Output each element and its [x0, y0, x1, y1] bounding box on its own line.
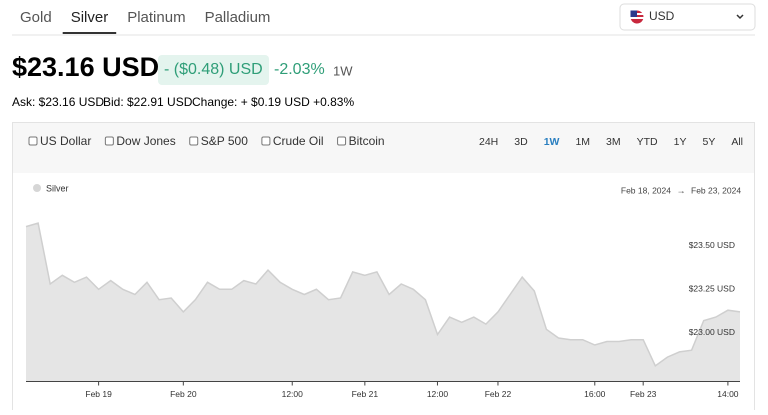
legend-dot: [33, 184, 41, 192]
range-button[interactable]: 24H: [479, 136, 498, 148]
change-pill: [158, 55, 269, 85]
checkbox[interactable]: [337, 136, 347, 146]
area-line: [25, 222, 741, 367]
date-to: Feb 23, 2024: [691, 185, 741, 195]
change: - ($0.48) USD: [164, 61, 263, 78]
x-tick-label: Feb 20: [170, 389, 197, 399]
range-button[interactable]: 1Y: [674, 136, 687, 148]
compare-label[interactable]: S&P 500: [201, 134, 248, 148]
currency-select[interactable]: [619, 3, 756, 31]
legend-label: Silver: [46, 183, 69, 193]
tab[interactable]: Palladium: [205, 9, 271, 26]
y-tick-label: $23.25 USD: [689, 284, 735, 294]
x-tick-label: Feb 21: [352, 389, 379, 399]
bid: Bid: $22.91 USD: [103, 95, 193, 109]
range-button[interactable]: 3M: [606, 136, 621, 148]
checkbox[interactable]: [261, 136, 271, 146]
chart-toolbar: [13, 123, 754, 173]
price: $23.16 USD: [12, 52, 159, 82]
y-tick-label: $23.00 USD: [689, 327, 735, 337]
tab[interactable]: Platinum: [127, 9, 185, 26]
checkbox[interactable]: [28, 136, 38, 146]
tab[interactable]: Silver: [71, 9, 109, 26]
currency-label: USD: [649, 9, 675, 23]
date-from: Feb 18, 2024: [621, 185, 671, 195]
range-button[interactable]: YTD: [637, 136, 658, 148]
quote-change: Change: + $0.19 USD +0.83%: [192, 95, 354, 109]
y-tick-label: $23.50 USD: [689, 240, 735, 250]
x-tick-label: Feb 23: [630, 389, 657, 399]
checkbox[interactable]: [189, 136, 199, 146]
x-tick-label: Feb 19: [85, 389, 112, 399]
area-fill: [26, 223, 740, 382]
dropdown-caret: [736, 14, 744, 20]
change-pct: -2.03%: [274, 61, 325, 78]
range-button[interactable]: 5Y: [702, 136, 715, 148]
x-tick-label: 12:00: [282, 389, 304, 399]
range-button[interactable]: 1W: [544, 136, 560, 148]
flag-icon: [630, 10, 644, 24]
checkbox[interactable]: [104, 136, 114, 146]
x-tick-label: 14:00: [717, 389, 739, 399]
range-button[interactable]: 3D: [514, 136, 528, 148]
range-button[interactable]: 1M: [575, 136, 590, 148]
tab-underline: [62, 32, 117, 34]
x-tick-label: 12:00: [427, 389, 449, 399]
compare-label[interactable]: US Dollar: [40, 134, 91, 148]
ask: Ask: $23.16 USD: [12, 95, 104, 109]
period: 1W: [333, 63, 353, 78]
compare-label[interactable]: Dow Jones: [116, 134, 175, 148]
compare-label[interactable]: Crude Oil: [273, 134, 324, 148]
compare-label[interactable]: Bitcoin: [349, 134, 385, 148]
x-tick-label: Feb 22: [485, 389, 512, 399]
range-button[interactable]: All: [731, 136, 743, 148]
tab[interactable]: Gold: [20, 9, 52, 26]
date-arrow: →: [677, 185, 686, 195]
x-tick-label: 16:00: [584, 389, 606, 399]
